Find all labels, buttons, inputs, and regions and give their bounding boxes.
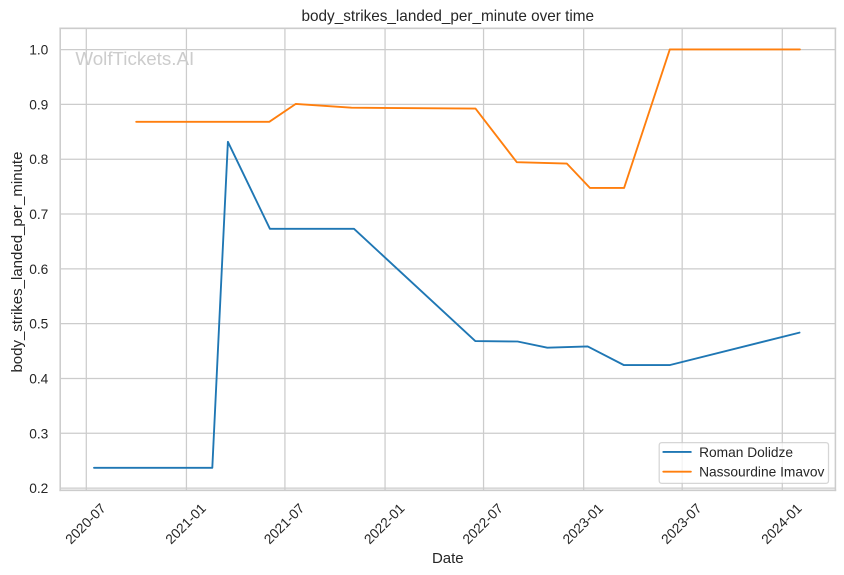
- svg-text:0.4: 0.4: [29, 371, 48, 386]
- svg-text:1.0: 1.0: [29, 43, 48, 58]
- svg-text:0.6: 0.6: [29, 262, 48, 277]
- svg-text:0.8: 0.8: [29, 152, 48, 167]
- svg-text:0.5: 0.5: [29, 317, 48, 332]
- svg-text:WolfTickets.AI: WolfTickets.AI: [75, 48, 194, 69]
- svg-text:0.2: 0.2: [29, 481, 48, 496]
- svg-text:Nassourdine Imavov: Nassourdine Imavov: [699, 464, 824, 479]
- svg-text:0.9: 0.9: [29, 97, 48, 112]
- svg-text:Roman Dolidze: Roman Dolidze: [699, 445, 793, 460]
- svg-text:0.3: 0.3: [29, 426, 48, 441]
- svg-text:body_strikes_landed_per_minute: body_strikes_landed_per_minute over time: [302, 8, 595, 25]
- svg-text:body_strikes_landed_per_minute: body_strikes_landed_per_minute: [9, 152, 26, 373]
- svg-text:Date: Date: [432, 550, 464, 567]
- svg-text:0.7: 0.7: [29, 207, 48, 222]
